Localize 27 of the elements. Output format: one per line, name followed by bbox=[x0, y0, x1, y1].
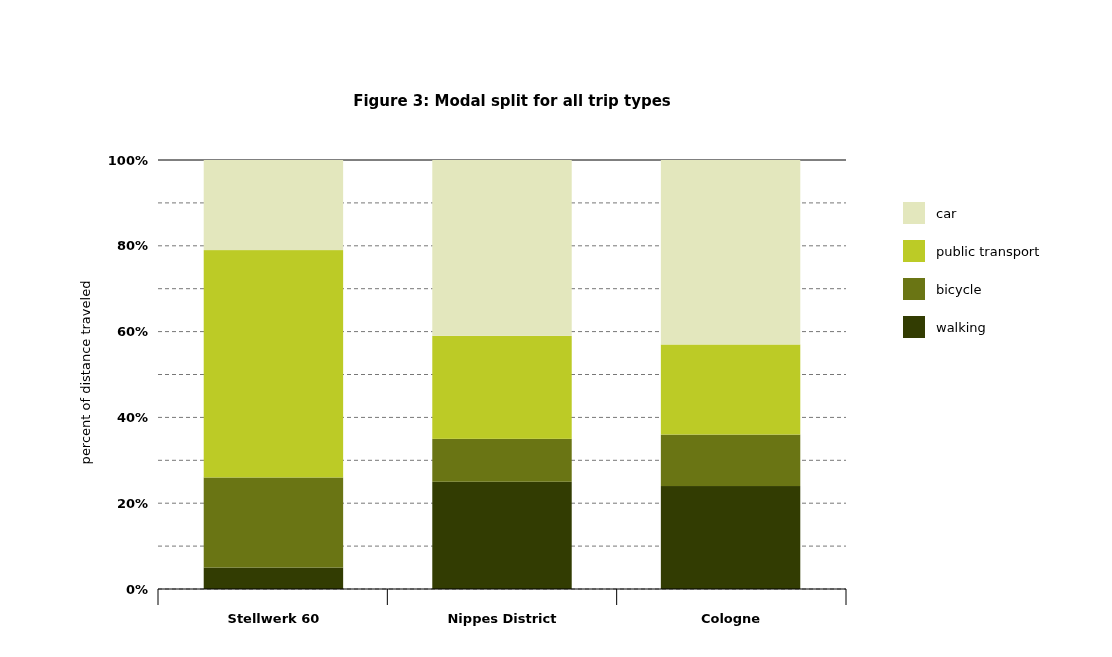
bar bbox=[203, 567, 344, 589]
bar bbox=[432, 438, 572, 482]
bar bbox=[660, 434, 801, 487]
bar bbox=[432, 160, 572, 336]
legend-label: bicycle bbox=[936, 282, 982, 297]
y-tick-label: 80% bbox=[116, 238, 148, 254]
bar bbox=[203, 477, 344, 568]
bar bbox=[432, 481, 572, 589]
y-axis-title: percent of distance traveled bbox=[78, 280, 93, 465]
bar bbox=[203, 250, 344, 478]
x-tick-label: Nippes District bbox=[447, 611, 557, 626]
legend-label: walking bbox=[936, 320, 986, 335]
bar bbox=[660, 160, 801, 345]
y-tick-label: 100% bbox=[107, 152, 148, 168]
x-tick-label: Cologne bbox=[700, 611, 761, 626]
bar bbox=[660, 486, 801, 589]
bar bbox=[660, 344, 801, 435]
x-tick-label: Stellwerk 60 bbox=[227, 611, 320, 626]
legend-label: public transport bbox=[936, 244, 1040, 259]
chart-title: Figure 3: Modal split for all trip types bbox=[353, 92, 671, 110]
bar bbox=[203, 160, 344, 251]
y-tick-label: 60% bbox=[116, 324, 148, 340]
bar bbox=[432, 335, 572, 439]
y-tick-label: 40% bbox=[116, 410, 148, 426]
y-tick-label: 20% bbox=[116, 495, 148, 511]
y-tick-label: 0% bbox=[125, 581, 148, 597]
legend-label: car bbox=[936, 206, 958, 221]
